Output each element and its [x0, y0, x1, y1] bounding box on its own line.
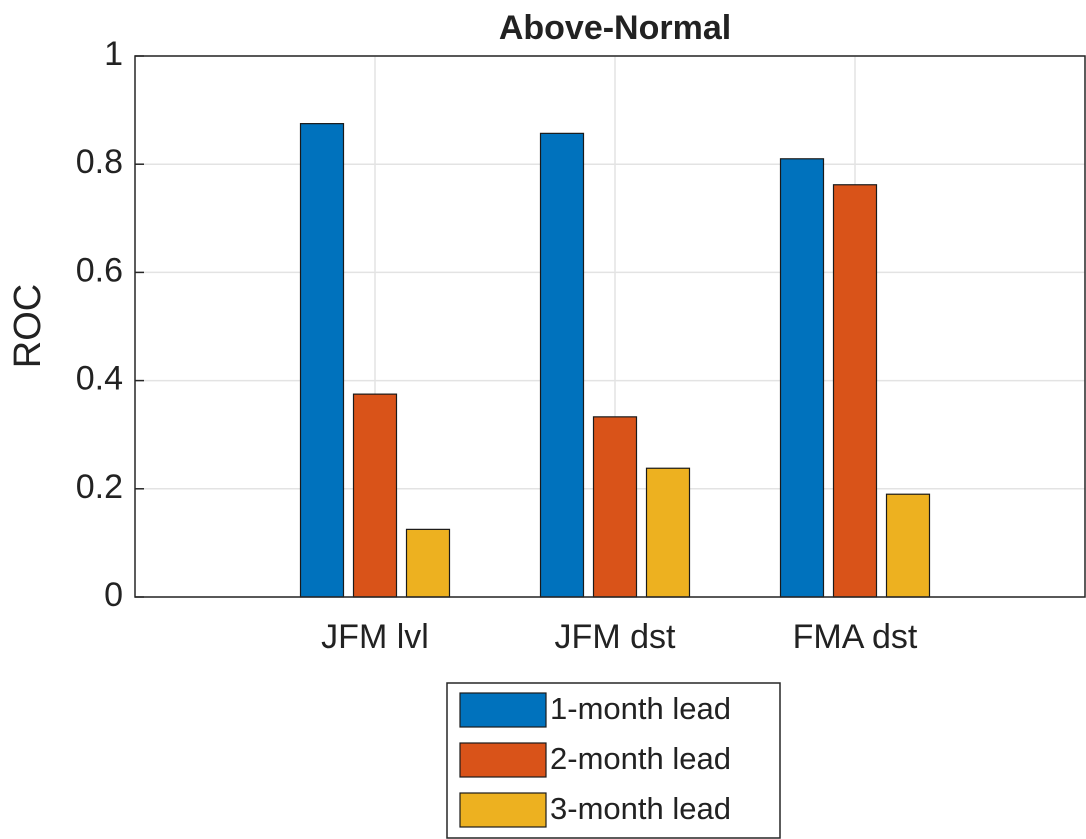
legend-label: 3-month lead — [550, 791, 731, 826]
y-tick-label: 0.4 — [76, 360, 123, 398]
bar — [405, 528, 451, 598]
bar — [592, 416, 638, 598]
bar — [779, 158, 825, 598]
y-axis-label: ROC — [7, 284, 49, 368]
bar — [832, 184, 878, 598]
x-tick-label: JFM lvl — [321, 618, 429, 656]
axes-box — [134, 55, 1086, 598]
bar — [299, 123, 345, 598]
y-tick-label: 0.6 — [76, 251, 123, 289]
x-tick-label: JFM dst — [555, 618, 676, 656]
bar — [352, 393, 398, 598]
y-tick-label: 0.2 — [76, 468, 123, 506]
legend-label: 2-month lead — [550, 741, 731, 776]
chart-title: Above-Normal — [499, 9, 731, 47]
legend-swatch — [459, 792, 547, 828]
bar — [645, 467, 691, 598]
legend-label: 1-month lead — [550, 691, 731, 726]
legend-swatch — [459, 692, 547, 728]
bar — [539, 132, 585, 598]
y-tick-label: 1 — [104, 35, 123, 73]
bar — [885, 493, 931, 598]
y-tick-label: 0 — [104, 576, 123, 614]
legend-swatch — [459, 742, 547, 778]
x-tick-label: FMA dst — [793, 618, 918, 656]
y-tick-label: 0.8 — [76, 143, 123, 181]
